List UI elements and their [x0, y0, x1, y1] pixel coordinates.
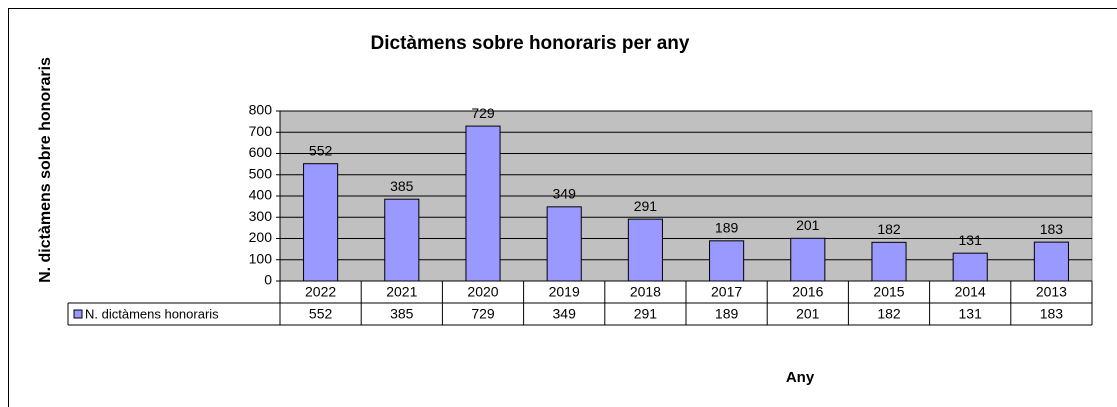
bar: [465, 125, 501, 282]
x-tick-label: 2017: [711, 284, 742, 300]
x-tick-label: 2021: [386, 284, 417, 300]
table-value: 201: [796, 306, 820, 322]
data-label: 349: [553, 186, 577, 202]
table-value: 349: [553, 306, 577, 322]
data-label: 131: [959, 232, 983, 248]
bar: [546, 206, 582, 282]
bar: [790, 237, 826, 282]
y-tick-label: 500: [249, 165, 273, 181]
data-label: 552: [309, 142, 333, 158]
data-label: 201: [796, 217, 820, 233]
table-value: 189: [715, 306, 739, 322]
table-value: 729: [471, 306, 495, 322]
legend-label: N. dictàmens honoraris: [85, 306, 219, 321]
bar: [1033, 241, 1069, 282]
x-tick-label: 2016: [792, 284, 823, 300]
data-label: 182: [877, 221, 901, 237]
x-tick-label: 2015: [873, 284, 904, 300]
data-label: 189: [715, 220, 739, 236]
legend-key: [73, 309, 83, 319]
y-tick-label: 0: [264, 272, 272, 288]
x-tick-label: 2019: [549, 284, 580, 300]
data-label: 729: [471, 105, 495, 121]
y-tick-label: 800: [249, 102, 273, 118]
x-tick-label: 2014: [955, 284, 986, 300]
data-label: 183: [1040, 221, 1064, 237]
y-tick-label: 300: [249, 208, 273, 224]
y-tick-label: 200: [249, 229, 273, 245]
table-value: 291: [634, 306, 658, 322]
table-value: 552: [309, 306, 333, 322]
bar: [384, 198, 420, 282]
bar: [871, 241, 907, 282]
x-tick-label: 2020: [467, 284, 498, 300]
table-value: 182: [877, 306, 901, 322]
bar: [627, 218, 663, 282]
bar: [303, 163, 339, 282]
bar: [952, 252, 988, 282]
x-tick-label: 2022: [305, 284, 336, 300]
y-tick-label: 700: [249, 123, 273, 139]
table-value: 385: [390, 306, 414, 322]
data-label: 385: [390, 178, 414, 194]
table-value: 183: [1040, 306, 1064, 322]
y-axis-label: N. dictàmens sobre honoraris: [37, 57, 54, 283]
chart-title: Dictàmens sobre honoraris per any: [371, 33, 690, 54]
bar: [709, 240, 745, 282]
x-tick-label: 2013: [1036, 284, 1067, 300]
y-tick-label: 400: [249, 187, 273, 203]
y-tick-label: 100: [249, 250, 273, 266]
x-tick-label: 2018: [630, 284, 661, 300]
x-axis-label: Any: [786, 369, 815, 386]
y-tick-label: 600: [249, 144, 273, 160]
data-label: 291: [634, 198, 658, 214]
table-value: 131: [959, 306, 983, 322]
